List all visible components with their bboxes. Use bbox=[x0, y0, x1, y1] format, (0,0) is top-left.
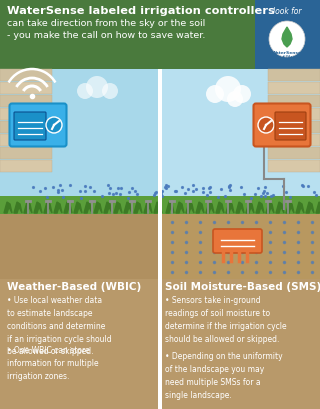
Circle shape bbox=[233, 86, 251, 104]
Circle shape bbox=[206, 86, 224, 104]
Bar bbox=[0, 148, 52, 160]
Circle shape bbox=[258, 118, 274, 134]
Text: WaterSense labeled irrigation controllers: WaterSense labeled irrigation controller… bbox=[7, 6, 275, 16]
Polygon shape bbox=[256, 202, 264, 213]
Polygon shape bbox=[236, 202, 244, 213]
Bar bbox=[0, 109, 52, 121]
Bar bbox=[268, 122, 320, 134]
Circle shape bbox=[86, 77, 108, 99]
Bar bbox=[0, 122, 52, 134]
Text: can take direction from the sky or the soil
- you make the call on how to save w: can take direction from the sky or the s… bbox=[7, 19, 205, 40]
Bar bbox=[0, 70, 158, 214]
Circle shape bbox=[102, 84, 118, 100]
Bar bbox=[0, 0, 255, 70]
Circle shape bbox=[215, 77, 241, 103]
Bar bbox=[268, 148, 320, 160]
FancyBboxPatch shape bbox=[253, 104, 310, 147]
Bar bbox=[162, 70, 320, 214]
Polygon shape bbox=[306, 202, 314, 213]
Bar bbox=[268, 161, 320, 173]
Polygon shape bbox=[266, 202, 274, 213]
Bar bbox=[0, 70, 52, 82]
Bar bbox=[0, 161, 52, 173]
Polygon shape bbox=[166, 202, 174, 213]
Text: • Depending on the uniformity
of the landscape you may
need multiple SMSs for a
: • Depending on the uniformity of the lan… bbox=[165, 351, 283, 399]
Polygon shape bbox=[94, 202, 102, 213]
FancyBboxPatch shape bbox=[275, 113, 306, 141]
Polygon shape bbox=[246, 202, 254, 213]
Polygon shape bbox=[84, 202, 92, 213]
Text: • Use local weather data
to estimate landscape
conditions and determine
if an ir: • Use local weather data to estimate lan… bbox=[7, 295, 112, 355]
Bar bbox=[162, 209, 320, 279]
Polygon shape bbox=[144, 202, 152, 213]
Polygon shape bbox=[24, 202, 32, 213]
Circle shape bbox=[77, 84, 93, 100]
Bar bbox=[268, 109, 320, 121]
Polygon shape bbox=[104, 202, 112, 213]
Bar bbox=[0, 135, 52, 147]
Bar bbox=[268, 70, 320, 82]
Polygon shape bbox=[54, 202, 62, 213]
Text: •EPA•: •EPA• bbox=[281, 55, 293, 59]
Polygon shape bbox=[176, 202, 184, 213]
Polygon shape bbox=[74, 202, 82, 213]
Circle shape bbox=[269, 22, 305, 58]
Text: Soil Moisture-Based (SMS): Soil Moisture-Based (SMS) bbox=[165, 281, 320, 291]
Circle shape bbox=[46, 118, 62, 134]
Polygon shape bbox=[14, 202, 22, 213]
Bar bbox=[268, 96, 320, 108]
FancyBboxPatch shape bbox=[10, 104, 67, 147]
Bar bbox=[0, 196, 158, 214]
Circle shape bbox=[227, 92, 243, 108]
Polygon shape bbox=[206, 202, 214, 213]
Bar bbox=[268, 135, 320, 147]
Bar bbox=[268, 83, 320, 95]
Bar bbox=[158, 70, 162, 279]
Text: • Sensors take in-ground
readings of soil moisture to
determine if the irrigatio: • Sensors take in-ground readings of soi… bbox=[165, 295, 287, 343]
Polygon shape bbox=[226, 202, 234, 213]
Text: Weather-Based (WBIC): Weather-Based (WBIC) bbox=[7, 281, 141, 291]
Polygon shape bbox=[276, 202, 284, 213]
Bar bbox=[162, 196, 320, 214]
Polygon shape bbox=[34, 202, 42, 213]
Polygon shape bbox=[296, 202, 304, 213]
Polygon shape bbox=[64, 202, 72, 213]
Polygon shape bbox=[44, 202, 52, 213]
Polygon shape bbox=[196, 202, 204, 213]
Polygon shape bbox=[316, 202, 320, 213]
FancyBboxPatch shape bbox=[14, 113, 46, 141]
Bar bbox=[0, 96, 52, 108]
Text: • One WBIC can store
information for multiple
irrigation zones.: • One WBIC can store information for mul… bbox=[7, 345, 99, 380]
Polygon shape bbox=[286, 202, 294, 213]
Polygon shape bbox=[134, 202, 142, 213]
Polygon shape bbox=[114, 202, 122, 213]
Bar bbox=[0, 209, 320, 279]
FancyBboxPatch shape bbox=[213, 229, 262, 254]
Polygon shape bbox=[282, 28, 292, 48]
Bar bbox=[0, 83, 52, 95]
Polygon shape bbox=[186, 202, 194, 213]
Bar bbox=[255, 0, 320, 70]
Polygon shape bbox=[4, 202, 12, 213]
Polygon shape bbox=[154, 202, 162, 213]
Text: WaterSense: WaterSense bbox=[272, 51, 302, 55]
Bar bbox=[158, 274, 162, 409]
Polygon shape bbox=[124, 202, 132, 213]
Polygon shape bbox=[216, 202, 224, 213]
Bar bbox=[0, 209, 158, 279]
Text: look for: look for bbox=[273, 7, 301, 16]
